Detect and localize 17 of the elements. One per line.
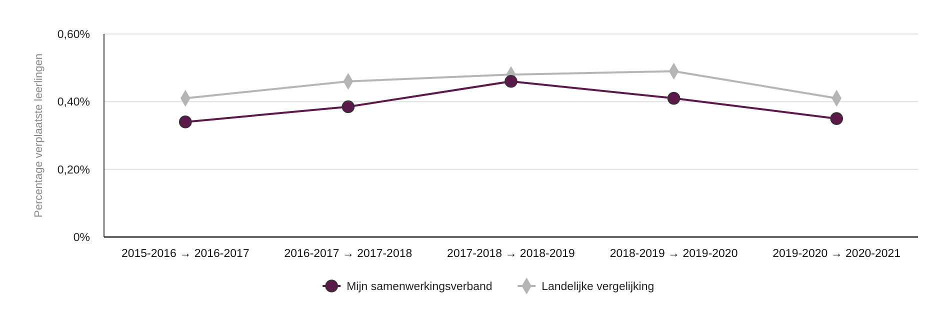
x-tick-label: 2017-2018 → 2018-2019 xyxy=(447,248,575,260)
point xyxy=(667,92,680,105)
y-tick-label: 0,60% xyxy=(57,29,90,42)
y-tick-label: 0% xyxy=(73,232,90,244)
legend-label: Landelijke vergelijking xyxy=(542,281,654,294)
x-tick-label: 2016-2017 → 2017-2018 xyxy=(284,248,412,260)
y-axis-title: Percentage verplaatste leerlingen xyxy=(33,54,45,218)
x-tick-label: 2019-2020 → 2020-2021 xyxy=(772,248,901,260)
legend-label: Mijn samenwerkingsverband xyxy=(346,281,492,294)
point xyxy=(830,112,844,125)
point xyxy=(342,100,355,114)
point xyxy=(178,116,192,128)
y-tick-label: 0,40% xyxy=(57,96,90,109)
point xyxy=(504,74,518,88)
y-tick-label: 0,20% xyxy=(57,164,90,176)
x-tick-label: 2018-2019 → 2019-2020 xyxy=(610,248,738,260)
x-tick-label: 2015-2016 → 2016-2017 xyxy=(121,248,250,260)
